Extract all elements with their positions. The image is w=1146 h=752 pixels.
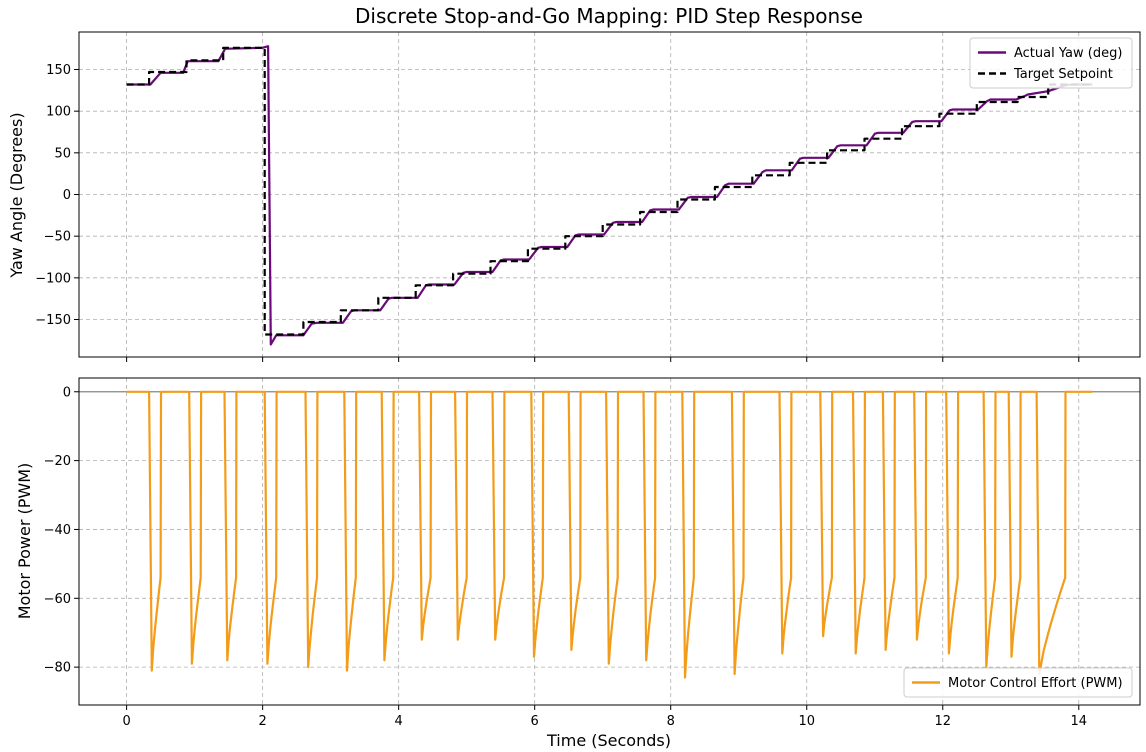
pwm-legend-box <box>903 667 1133 698</box>
pwm-y-tick-label: −20 <box>44 454 71 469</box>
x-tick-label: 2 <box>258 714 266 729</box>
pwm-series-motor-control-effort-pwm <box>126 390 1093 679</box>
yaw-y-tick-label: −150 <box>35 313 71 328</box>
x-tick-label: 0 <box>122 714 130 729</box>
pwm-y-tick-label: −80 <box>44 661 71 676</box>
chart-title: Discrete Stop-and-Go Mapping: PID Step R… <box>355 4 863 28</box>
x-axis-label: Time (Seconds) <box>546 731 671 750</box>
pwm-axes: 0 2 4 6 8 10 12 14 −80 −60 −40 −20 0 Motor Control Ef… <box>44 377 1141 729</box>
pwm-legend-label: Motor Control Effort (PWM) <box>948 676 1123 691</box>
x-tick-label: 8 <box>667 714 675 729</box>
yaw-y-tick-label: −100 <box>35 271 71 286</box>
pwm-y-tick-label: −60 <box>44 592 71 607</box>
yaw-y-tick-label: 150 <box>46 63 71 78</box>
x-tick-label: 14 <box>1071 714 1088 729</box>
yaw-axes: −150 −100 −50 0 50 100 150 Actual Yaw (deg) Targ… <box>35 31 1141 362</box>
yaw-y-tick-label: 0 <box>63 188 71 203</box>
x-tick-label: 4 <box>395 714 403 729</box>
pwm-legend: Motor Control Effort (PWM) <box>903 667 1133 698</box>
x-tick-label: 6 <box>531 714 539 729</box>
yaw-legend-box <box>969 37 1133 89</box>
x-tick-label: 12 <box>934 714 951 729</box>
pwm-axes-frame <box>78 377 1141 706</box>
pwm-y-axis-label: Motor Power (PWM) <box>15 463 34 620</box>
yaw-series-actual-yaw-deg <box>126 45 1093 346</box>
yaw-y-tick-label: −50 <box>44 230 71 245</box>
pwm-y-tick-label: −40 <box>44 523 71 538</box>
yaw-legend-label: Actual Yaw (deg) <box>1014 46 1122 61</box>
yaw-series-target-setpoint <box>126 46 1093 336</box>
yaw-y-tick-label: 50 <box>54 146 71 161</box>
pwm-y-tick-label: 0 <box>63 385 71 400</box>
yaw-legend-label: Target Setpoint <box>1013 67 1113 82</box>
yaw-legend: Actual Yaw (deg) Target Setpoint <box>969 37 1133 89</box>
yaw-y-axis-label: Yaw Angle (Degrees) <box>7 112 26 278</box>
yaw-y-tick-label: 100 <box>46 105 71 120</box>
x-tick-label: 10 <box>798 714 815 729</box>
